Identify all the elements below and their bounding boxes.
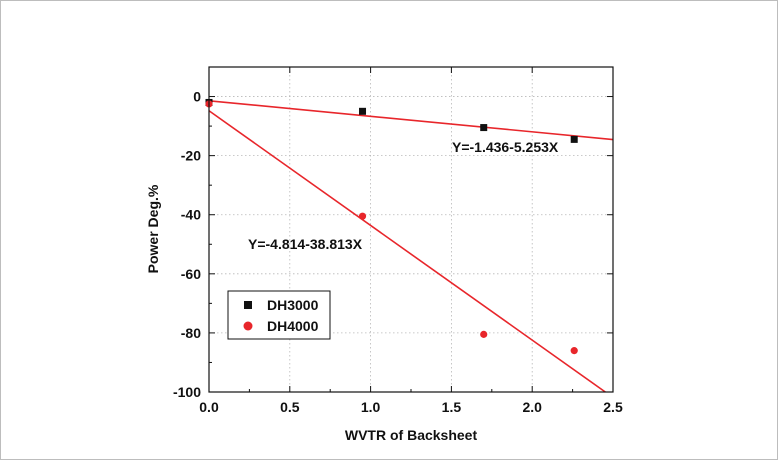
- plot-area: [208, 66, 614, 393]
- legend: DH3000 DH4000: [227, 290, 331, 340]
- fit-equation-dh3000: Y=-1.436-5.253X: [452, 139, 559, 155]
- x-tick-label: 2.5: [603, 399, 623, 415]
- fit-line-dh3000: [208, 99, 614, 141]
- y-tick-label: 0: [193, 89, 201, 105]
- y-tick-label: -80: [181, 325, 201, 341]
- y-axis-label: Power Deg.%: [145, 184, 161, 273]
- fit-line-dh4000: [208, 110, 606, 393]
- point-dh4000: [570, 347, 578, 355]
- point-dh3000: [570, 135, 578, 143]
- x-tick-label: 2.0: [522, 399, 542, 415]
- y-tick-label: -20: [181, 148, 201, 164]
- x-tick-label: 0.0: [199, 399, 219, 415]
- x-tick-label: 1.5: [442, 399, 462, 415]
- legend-box: [227, 290, 331, 340]
- legend-label-dh3000: DH3000: [267, 297, 319, 313]
- y-tick-label: -40: [181, 207, 201, 223]
- x-axis-label: WVTR of Backsheet: [345, 427, 478, 443]
- y-tick-label: -60: [181, 266, 201, 282]
- point-dh4000: [358, 212, 367, 220]
- legend-marker-dh4000: [243, 321, 253, 331]
- x-tick-label: 0.5: [280, 399, 300, 415]
- point-dh3000: [480, 124, 488, 132]
- legend-marker-dh3000: [244, 301, 252, 309]
- legend-label-dh4000: DH4000: [267, 318, 319, 334]
- point-dh3000: [359, 107, 367, 115]
- fit-equation-dh4000: Y=-4.814-38.813X: [248, 236, 363, 252]
- axis-ticks: 0.0 0.5 1.0 1.5 2.0 2.5 0 -20 -40 -60 -80 -100: [173, 67, 623, 415]
- grid: [209, 67, 613, 392]
- y-tick-label: -100: [173, 384, 201, 400]
- x-tick-label: 1.0: [361, 399, 381, 415]
- point-dh4000: [480, 330, 488, 338]
- fit-lines: [208, 99, 614, 393]
